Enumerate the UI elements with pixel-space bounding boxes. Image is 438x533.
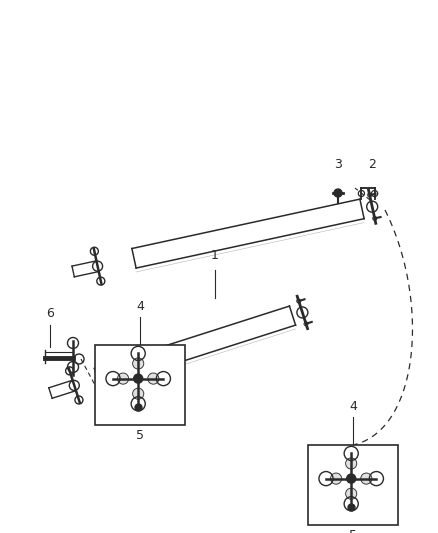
Bar [308, 445, 398, 525]
Bar [95, 345, 185, 425]
Circle shape [133, 388, 144, 399]
Text: 6: 6 [46, 307, 54, 320]
Circle shape [148, 373, 159, 384]
Text: 3: 3 [334, 158, 342, 171]
Text: 5: 5 [349, 529, 357, 533]
Text: 2: 2 [368, 158, 376, 171]
Circle shape [133, 358, 144, 369]
Circle shape [346, 458, 357, 469]
Text: 1: 1 [211, 249, 219, 262]
Text: 5: 5 [136, 429, 144, 442]
Circle shape [134, 374, 143, 383]
Text: 4: 4 [136, 300, 144, 313]
Circle shape [346, 488, 357, 499]
Circle shape [331, 473, 342, 484]
Text: 4: 4 [349, 400, 357, 413]
Circle shape [117, 373, 129, 384]
Circle shape [346, 474, 356, 483]
Circle shape [334, 189, 342, 197]
Circle shape [361, 473, 372, 484]
